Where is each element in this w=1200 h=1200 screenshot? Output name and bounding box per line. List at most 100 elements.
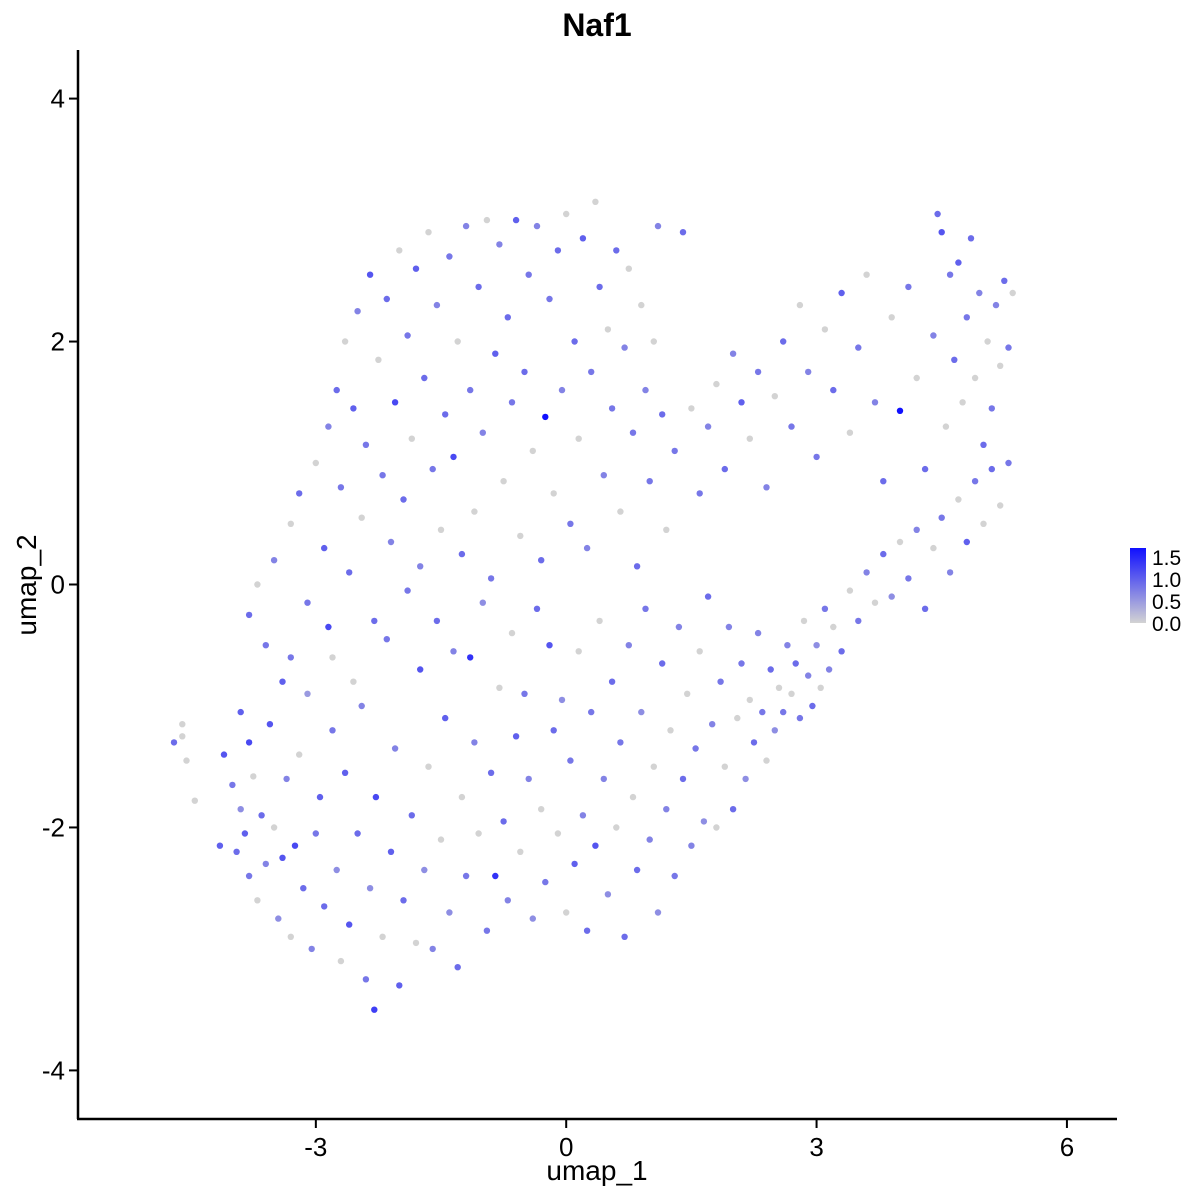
data-point — [262, 860, 269, 868]
data-point — [287, 654, 294, 661]
data-point — [813, 642, 820, 649]
data-point — [512, 733, 520, 740]
data-point — [980, 441, 987, 448]
data-point — [746, 696, 753, 704]
y-ticks: -4 -2 0 2 4 — [42, 84, 78, 1085]
data-point — [692, 745, 699, 752]
data-point — [467, 386, 474, 394]
data-point — [621, 344, 628, 351]
data-point — [458, 793, 466, 801]
data-point — [237, 708, 244, 716]
data-point — [567, 757, 574, 764]
data-point — [709, 721, 716, 728]
y-axis-label: umap_2 — [11, 534, 42, 635]
data-point — [529, 915, 536, 922]
data-point — [337, 484, 345, 491]
data-point — [838, 289, 845, 297]
data-point — [512, 216, 520, 224]
data-point — [425, 763, 432, 770]
data-point — [379, 472, 386, 479]
data-point — [554, 830, 562, 837]
data-point — [492, 872, 499, 880]
data-point — [433, 617, 441, 625]
data-point — [567, 520, 574, 527]
data-point — [771, 393, 778, 400]
data-point — [479, 599, 486, 606]
data-point — [600, 775, 607, 783]
data-point — [638, 301, 645, 309]
x-tick-label: -3 — [304, 1132, 327, 1162]
data-point — [855, 344, 862, 351]
data-point — [592, 198, 599, 205]
data-point — [538, 806, 545, 813]
data-point — [738, 399, 745, 406]
data-point — [429, 465, 436, 473]
data-point — [546, 642, 553, 649]
data-point — [500, 478, 507, 485]
y-tick-label: -2 — [42, 812, 65, 842]
data-point — [521, 690, 528, 697]
legend-label: 0.0 — [1152, 613, 1181, 636]
data-point — [366, 271, 374, 278]
data-point — [362, 976, 370, 983]
data-point — [625, 642, 632, 649]
data-point — [170, 739, 178, 746]
data-point — [333, 866, 340, 874]
data-point — [671, 872, 678, 880]
data-point — [951, 356, 958, 363]
data-point — [971, 478, 979, 485]
data-point — [809, 702, 816, 710]
data-point — [596, 283, 603, 291]
data-point — [700, 818, 708, 825]
data-point — [717, 678, 724, 685]
data-point — [579, 812, 587, 819]
data-point — [471, 508, 478, 515]
data-point — [992, 301, 1000, 309]
data-point — [316, 793, 324, 801]
data-point — [270, 824, 278, 831]
data-point — [533, 605, 541, 612]
data-point — [980, 520, 987, 527]
data-point — [638, 708, 645, 716]
legend-label: 1.0 — [1152, 569, 1181, 592]
data-point — [304, 599, 311, 606]
data-point — [729, 806, 737, 813]
data-point — [688, 405, 695, 412]
data-point — [279, 678, 286, 685]
data-point — [888, 314, 895, 321]
data-point — [308, 945, 315, 953]
data-point — [750, 739, 758, 746]
data-point — [825, 666, 833, 673]
data-point — [371, 1006, 378, 1013]
data-point — [333, 386, 340, 394]
data-point — [404, 587, 411, 594]
data-point — [508, 629, 516, 637]
data-point — [997, 362, 1004, 369]
data-point — [429, 945, 436, 953]
data-point — [930, 332, 937, 339]
data-point — [650, 338, 657, 345]
data-point — [542, 878, 549, 886]
data-point — [821, 605, 829, 612]
data-point — [437, 836, 445, 843]
data-point — [550, 727, 557, 734]
data-point — [855, 617, 862, 625]
data-point — [913, 526, 920, 533]
x-ticks: -3 0 3 6 — [304, 1119, 1074, 1162]
data-point — [396, 982, 403, 989]
data-point — [450, 453, 457, 461]
data-point — [696, 648, 703, 655]
data-point — [646, 836, 653, 843]
data-point — [780, 708, 787, 716]
data-point — [971, 374, 979, 382]
data-point — [575, 648, 582, 655]
data-point — [838, 648, 845, 655]
data-point — [387, 538, 395, 546]
data-point — [621, 933, 628, 940]
data-point — [663, 526, 670, 533]
data-point — [383, 636, 390, 643]
data-point — [788, 423, 795, 430]
data-point — [504, 314, 511, 321]
data-point — [588, 368, 595, 376]
data-point — [421, 866, 428, 874]
